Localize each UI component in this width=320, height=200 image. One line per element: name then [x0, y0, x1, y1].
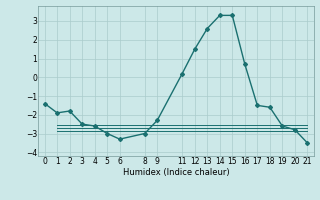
X-axis label: Humidex (Indice chaleur): Humidex (Indice chaleur) [123, 168, 229, 177]
